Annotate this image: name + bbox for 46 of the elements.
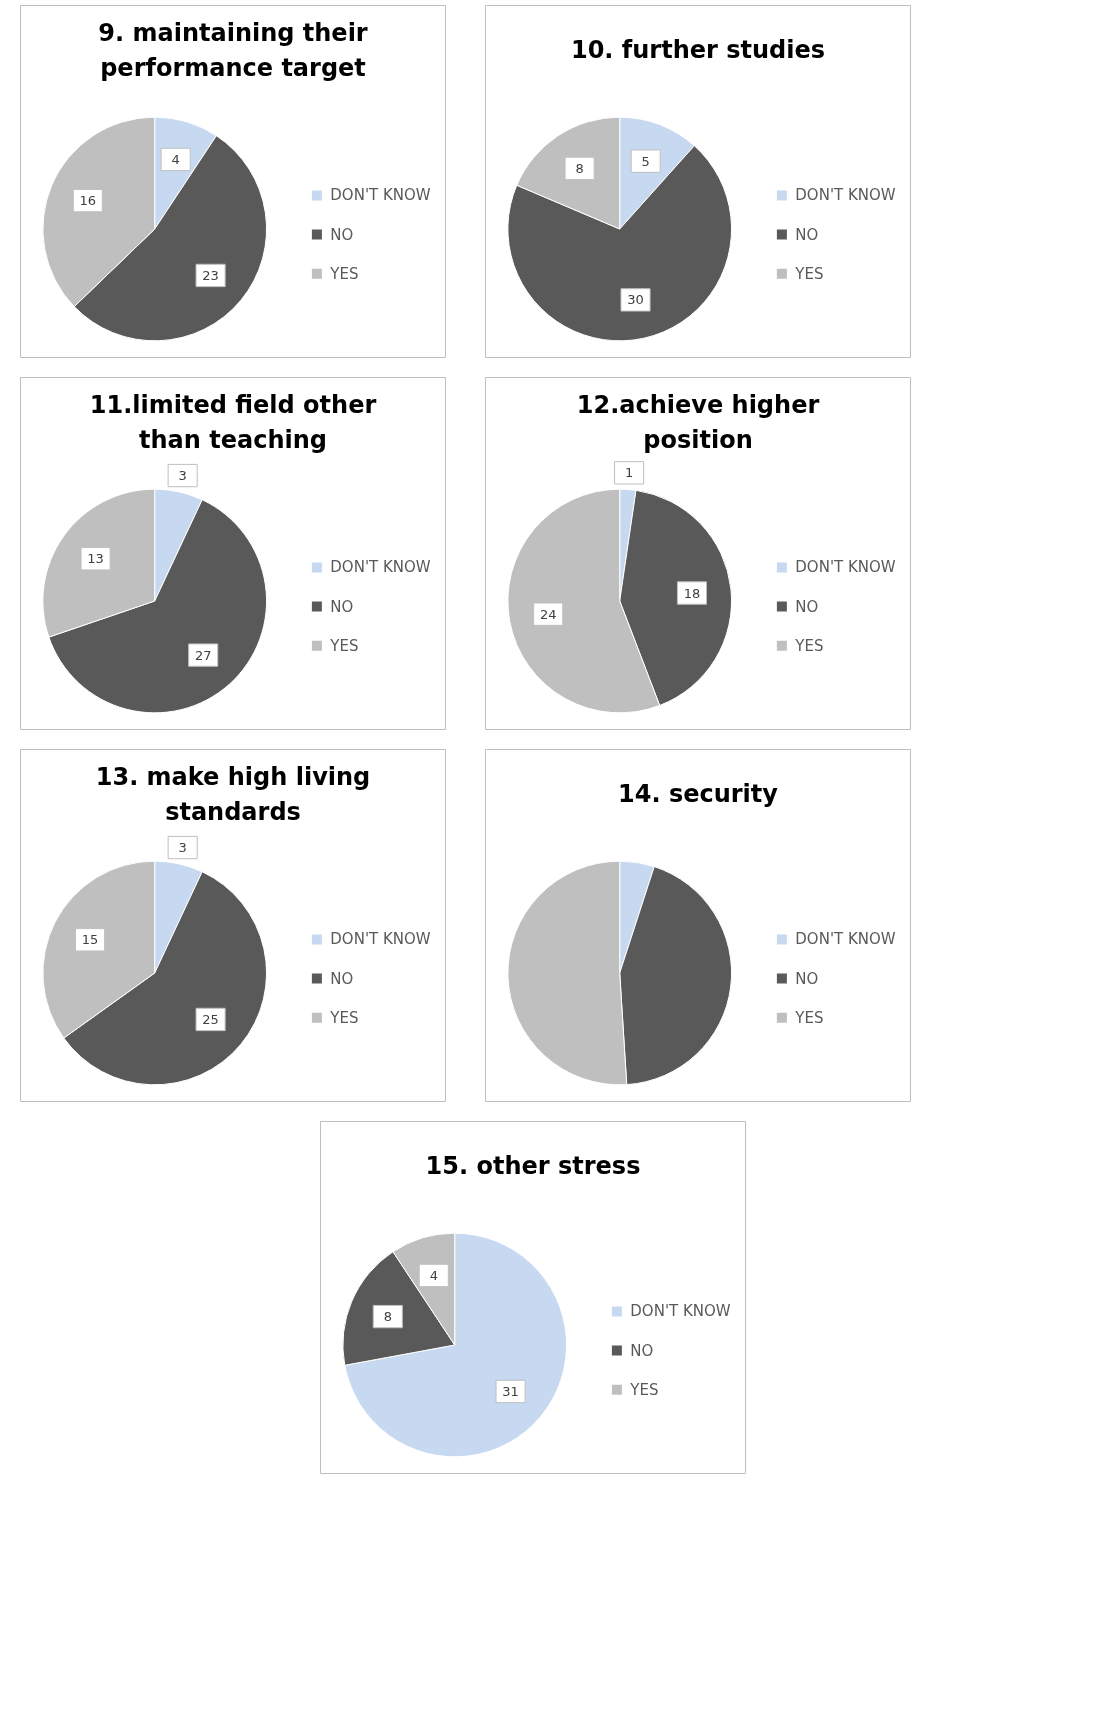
legend-label: NO (330, 225, 354, 244)
data-label: 25 (202, 1011, 219, 1027)
legend-label: YES (329, 636, 359, 655)
data-label: 31 (502, 1383, 519, 1399)
chart-title: 14. security (618, 780, 779, 809)
data-label: 30 (627, 292, 644, 308)
legend-label: NO (330, 969, 354, 988)
legend-label: DON'T KNOW (795, 186, 896, 205)
data-label: 23 (202, 267, 219, 283)
data-label: 8 (383, 1309, 392, 1325)
data-label: 15 (81, 932, 99, 948)
data-label: 16 (79, 193, 97, 209)
chart-title: 11.limited field other than teaching (89, 390, 377, 454)
legend-label: YES (329, 1008, 359, 1027)
legend-label: YES (794, 1008, 824, 1027)
chart-title: 13. make high living standards (95, 762, 371, 826)
data-label: 5 (641, 153, 650, 169)
chart-title: 15. other stress (425, 1152, 641, 1181)
legend-label: NO (795, 969, 819, 988)
legend-label: NO (795, 225, 819, 244)
legend-label: DON'T KNOW (330, 558, 431, 577)
chart-title: 12.achieve higher position (576, 390, 820, 454)
data-label: 13 (87, 551, 104, 567)
legend-label: NO (630, 1341, 654, 1360)
legend-label: YES (794, 636, 824, 655)
chart-title: 10. further studies (570, 36, 826, 65)
data-label: 1 (624, 465, 634, 481)
data-label: 24 (539, 606, 557, 622)
data-label: 4 (171, 151, 180, 167)
data-label: 4 (429, 1267, 438, 1283)
data-label: 18 (683, 585, 701, 601)
legend-label: YES (629, 1380, 659, 1399)
data-label: 8 (575, 160, 584, 176)
chart-title: 9. maintaining their performance target (98, 18, 368, 82)
data-label: 27 (194, 647, 212, 663)
legend-label: DON'T KNOW (795, 558, 896, 577)
legend-label: NO (795, 597, 819, 616)
legend-label: YES (329, 264, 359, 283)
legend-label: YES (794, 264, 824, 283)
legend-label: DON'T KNOW (330, 186, 431, 205)
data-label: 3 (178, 468, 187, 484)
legend-label: NO (330, 597, 354, 616)
legend-label: DON'T KNOW (630, 1302, 731, 1321)
data-label: 3 (178, 840, 187, 856)
legend-label: DON'T KNOW (330, 930, 431, 949)
legend-label: DON'T KNOW (795, 930, 896, 949)
